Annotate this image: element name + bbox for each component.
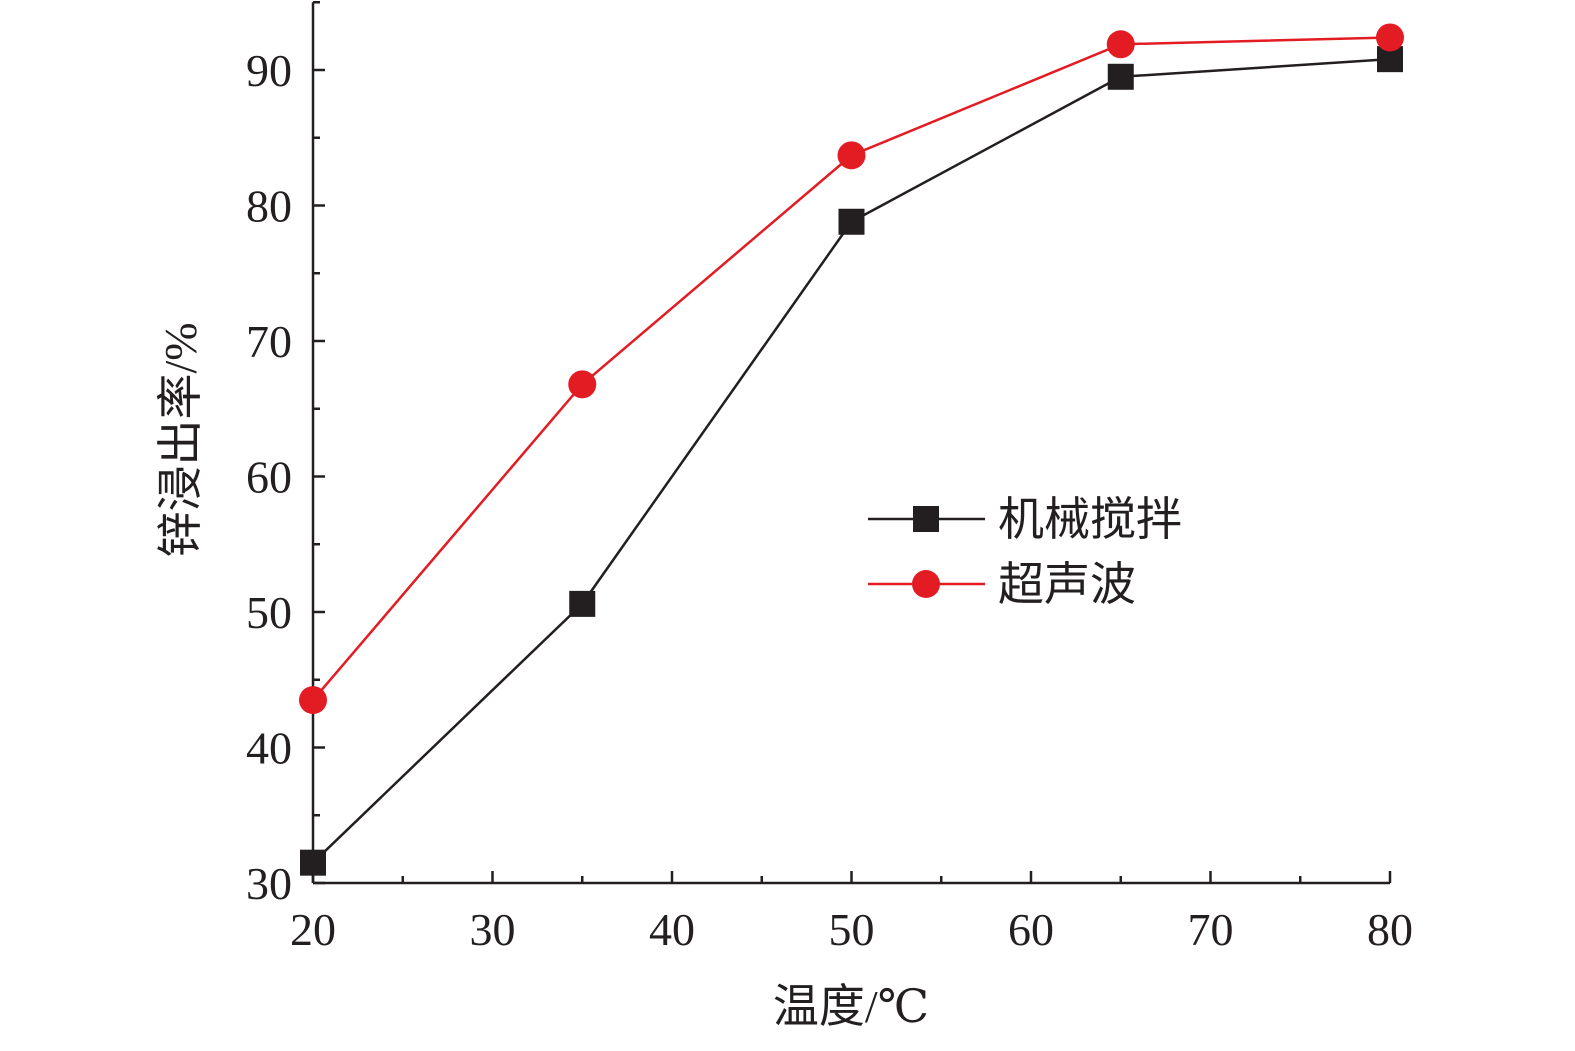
data-point-square (1107, 63, 1134, 90)
x-tick-label: 80 (1367, 904, 1413, 955)
legend-marker-circle (912, 570, 940, 598)
data-point-circle (299, 686, 327, 715)
y-tick-label: 80 (246, 181, 292, 232)
legend: 机械搅拌 超声波 (868, 494, 1182, 610)
data-point-circle (837, 141, 866, 170)
series-mechanical-stirring (300, 46, 1403, 876)
y-tick-label: 40 (246, 723, 292, 774)
y-tick-label: 60 (246, 452, 292, 503)
series-line (312, 57, 1391, 864)
x-tick-label: 30 (470, 904, 516, 955)
data-point-square (300, 849, 326, 876)
legend-label: 超声波 (998, 559, 1136, 610)
axes (311, 2, 1390, 885)
x-axis-label: 温度/℃ (773, 981, 929, 1032)
data-point-circle (568, 370, 597, 399)
x-tick-label: 40 (649, 904, 695, 955)
data-point-circle (1376, 23, 1404, 52)
y-axis-label: 锌浸出率/% (155, 322, 206, 557)
x-tick-label: 60 (1008, 904, 1054, 955)
x-tick-label: 20 (290, 904, 336, 955)
data-point-circle (1106, 30, 1135, 59)
data-point-square (838, 208, 865, 235)
legend-item-ultrasound: 超声波 (868, 559, 1136, 610)
legend-label: 机械搅拌 (998, 494, 1182, 545)
x-tick-label: 50 (829, 904, 875, 955)
data-point-square (569, 590, 596, 617)
legend-marker-square (913, 506, 939, 532)
legend-item-mechanical-stirring: 机械搅拌 (868, 494, 1182, 545)
x-tick-label: 70 (1188, 904, 1234, 955)
y-tick-label: 30 (246, 858, 292, 909)
y-tick-label: 90 (246, 45, 292, 96)
y-tick-label: 70 (246, 316, 292, 367)
y-tick-label: 50 (246, 587, 292, 638)
series (299, 23, 1404, 876)
series-line (312, 36, 1391, 701)
series-ultrasound (299, 23, 1404, 715)
